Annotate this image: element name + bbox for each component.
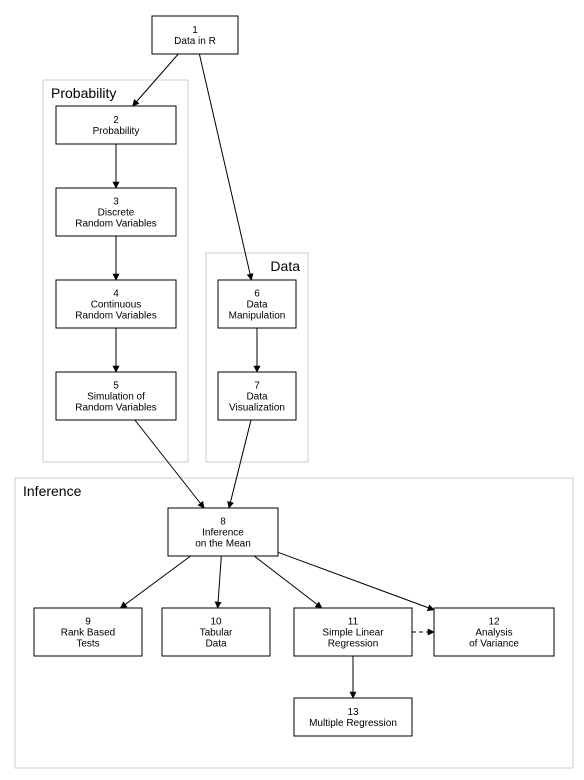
- node-text-n7-0: 7: [254, 381, 260, 392]
- edge-n8-n11: [254, 556, 322, 608]
- node-text-n3-1: Discrete: [98, 208, 135, 219]
- node-text-n5-1: Simulation of: [87, 392, 145, 403]
- node-text-n4-2: Random Variables: [75, 311, 157, 322]
- node-text-n4-0: 4: [113, 289, 119, 300]
- node-text-n9-2: Tests: [76, 639, 99, 650]
- node-text-n5-0: 5: [113, 381, 119, 392]
- node-text-n8-1: Inference: [202, 528, 244, 539]
- node-text-n7-2: Visualization: [229, 403, 285, 414]
- node-text-n9-0: 9: [85, 617, 91, 628]
- edge-n8-n9: [120, 556, 190, 608]
- node-text-n10-2: Data: [205, 639, 227, 650]
- node-text-n11-1: Simple Linear: [322, 628, 384, 639]
- node-text-n12-0: 12: [488, 617, 500, 628]
- node-text-n12-2: of Variance: [469, 639, 519, 650]
- node-text-n4-1: Continuous: [91, 300, 142, 311]
- node-text-n3-2: Random Variables: [75, 219, 157, 230]
- node-text-n6-0: 6: [254, 289, 260, 300]
- node-text-n3-0: 3: [113, 197, 119, 208]
- node-text-n12-1: Analysis: [475, 628, 512, 639]
- node-text-n2-0: 2: [113, 115, 119, 126]
- node-text-n1-0: 1: [192, 25, 198, 36]
- edge-n8-n10: [218, 556, 222, 608]
- node-text-n6-1: Data: [246, 300, 268, 311]
- dependency-diagram: ProbabilityDataInference1Data in R2Proba…: [0, 0, 584, 780]
- edge-n7-n8: [229, 420, 251, 508]
- node-text-n6-2: Manipulation: [229, 311, 286, 322]
- edge-n8-n12: [278, 552, 434, 610]
- edge-n1-n6: [199, 54, 251, 280]
- node-text-n8-2: on the Mean: [195, 539, 251, 550]
- node-text-n10-1: Tabular: [200, 628, 233, 639]
- node-text-n13-0: 13: [347, 707, 359, 718]
- node-text-n7-1: Data: [246, 392, 268, 403]
- edge-n5-n8: [135, 420, 204, 508]
- node-text-n13-1: Multiple Regression: [309, 718, 397, 729]
- node-text-n9-1: Rank Based: [61, 628, 115, 639]
- group-label-g-prob: Probability: [51, 85, 116, 101]
- node-text-n5-2: Random Variables: [75, 403, 157, 414]
- group-label-g-inf: Inference: [23, 483, 82, 499]
- node-text-n11-0: 11: [348, 617, 359, 628]
- nodes: 1Data in R2Probability3DiscreteRandom Va…: [34, 16, 554, 736]
- node-text-n11-2: Regression: [328, 639, 379, 650]
- node-text-n10-0: 10: [210, 617, 222, 628]
- node-text-n8-0: 8: [220, 517, 226, 528]
- node-text-n1-1: Data in R: [174, 36, 216, 47]
- group-label-g-data: Data: [270, 258, 300, 274]
- node-text-n2-1: Probability: [93, 126, 140, 137]
